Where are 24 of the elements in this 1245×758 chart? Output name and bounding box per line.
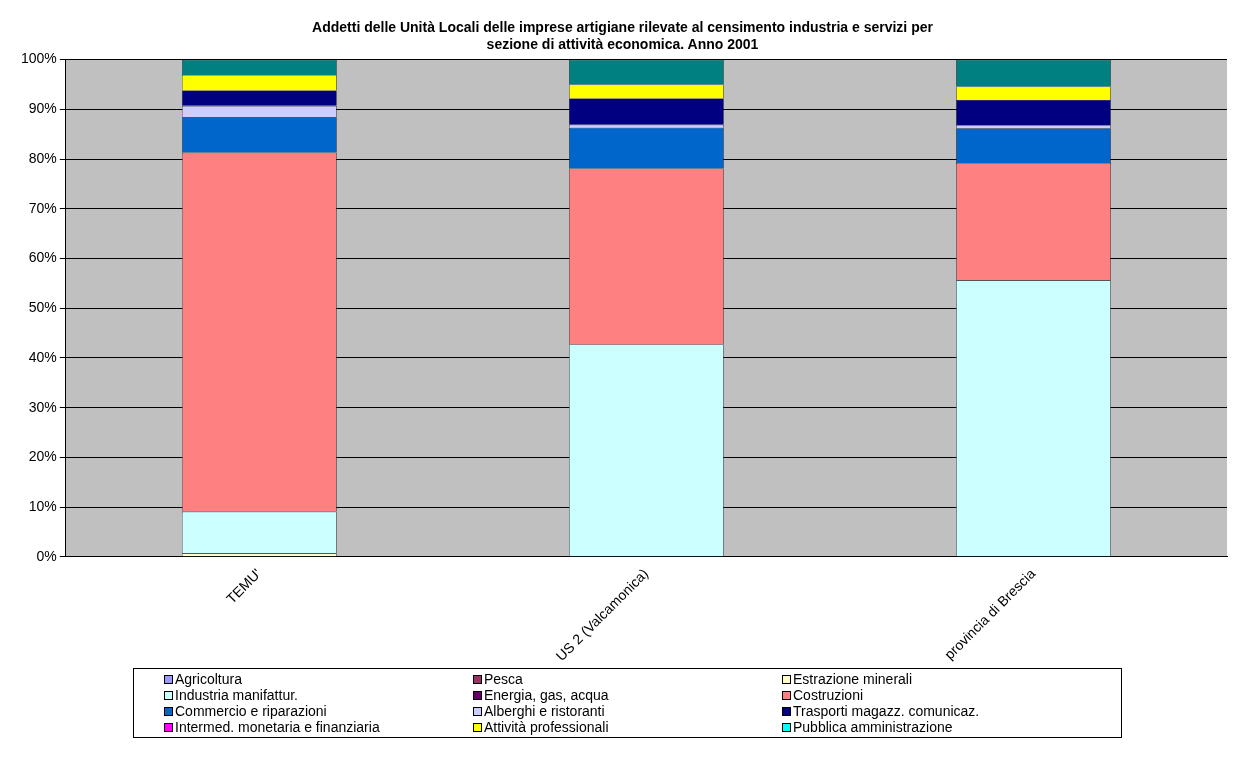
- y-tick-label: 80%: [28, 149, 57, 166]
- y-tick-label: 30%: [28, 398, 57, 415]
- y-tick-label: 90%: [28, 100, 57, 117]
- chart-title: Addetti delle Unità Locali delle imprese artigiane rilevate al censimento industria e servizi per sezione di attività economica. Anno 2001: [312, 19, 934, 53]
- y-tick-label: 20%: [28, 448, 57, 465]
- y-tick-label: 10%: [28, 497, 57, 514]
- y-tick-label: 100%: [20, 50, 57, 67]
- legend-label: Alberghi e ristoranti: [484, 703, 605, 719]
- y-tick-label: 0%: [36, 547, 57, 564]
- legend-label: Energia, gas, acqua: [484, 687, 609, 703]
- legend-label: Industria manifattur.: [175, 687, 298, 703]
- legend-label: Pubblica amministrazione: [793, 719, 953, 735]
- y-tick-label: 50%: [28, 299, 57, 316]
- legend-label: Pesca: [484, 671, 523, 687]
- legend-label: Estrazione minerali: [793, 671, 913, 687]
- y-tick-label: 40%: [28, 348, 57, 365]
- legend-label: Trasporti magazz. comunicaz.: [793, 703, 980, 719]
- y-tick-label: 70%: [28, 199, 57, 216]
- legend-label: Intermed. monetaria e finanziaria: [175, 719, 380, 735]
- legend-label: Agricoltura: [175, 671, 242, 687]
- legend-label: Costruzioni: [793, 687, 864, 703]
- legend-label: Commercio e riparazioni: [175, 703, 327, 719]
- legend-label: Attività professionali: [484, 719, 609, 735]
- y-tick-label: 60%: [28, 249, 57, 266]
